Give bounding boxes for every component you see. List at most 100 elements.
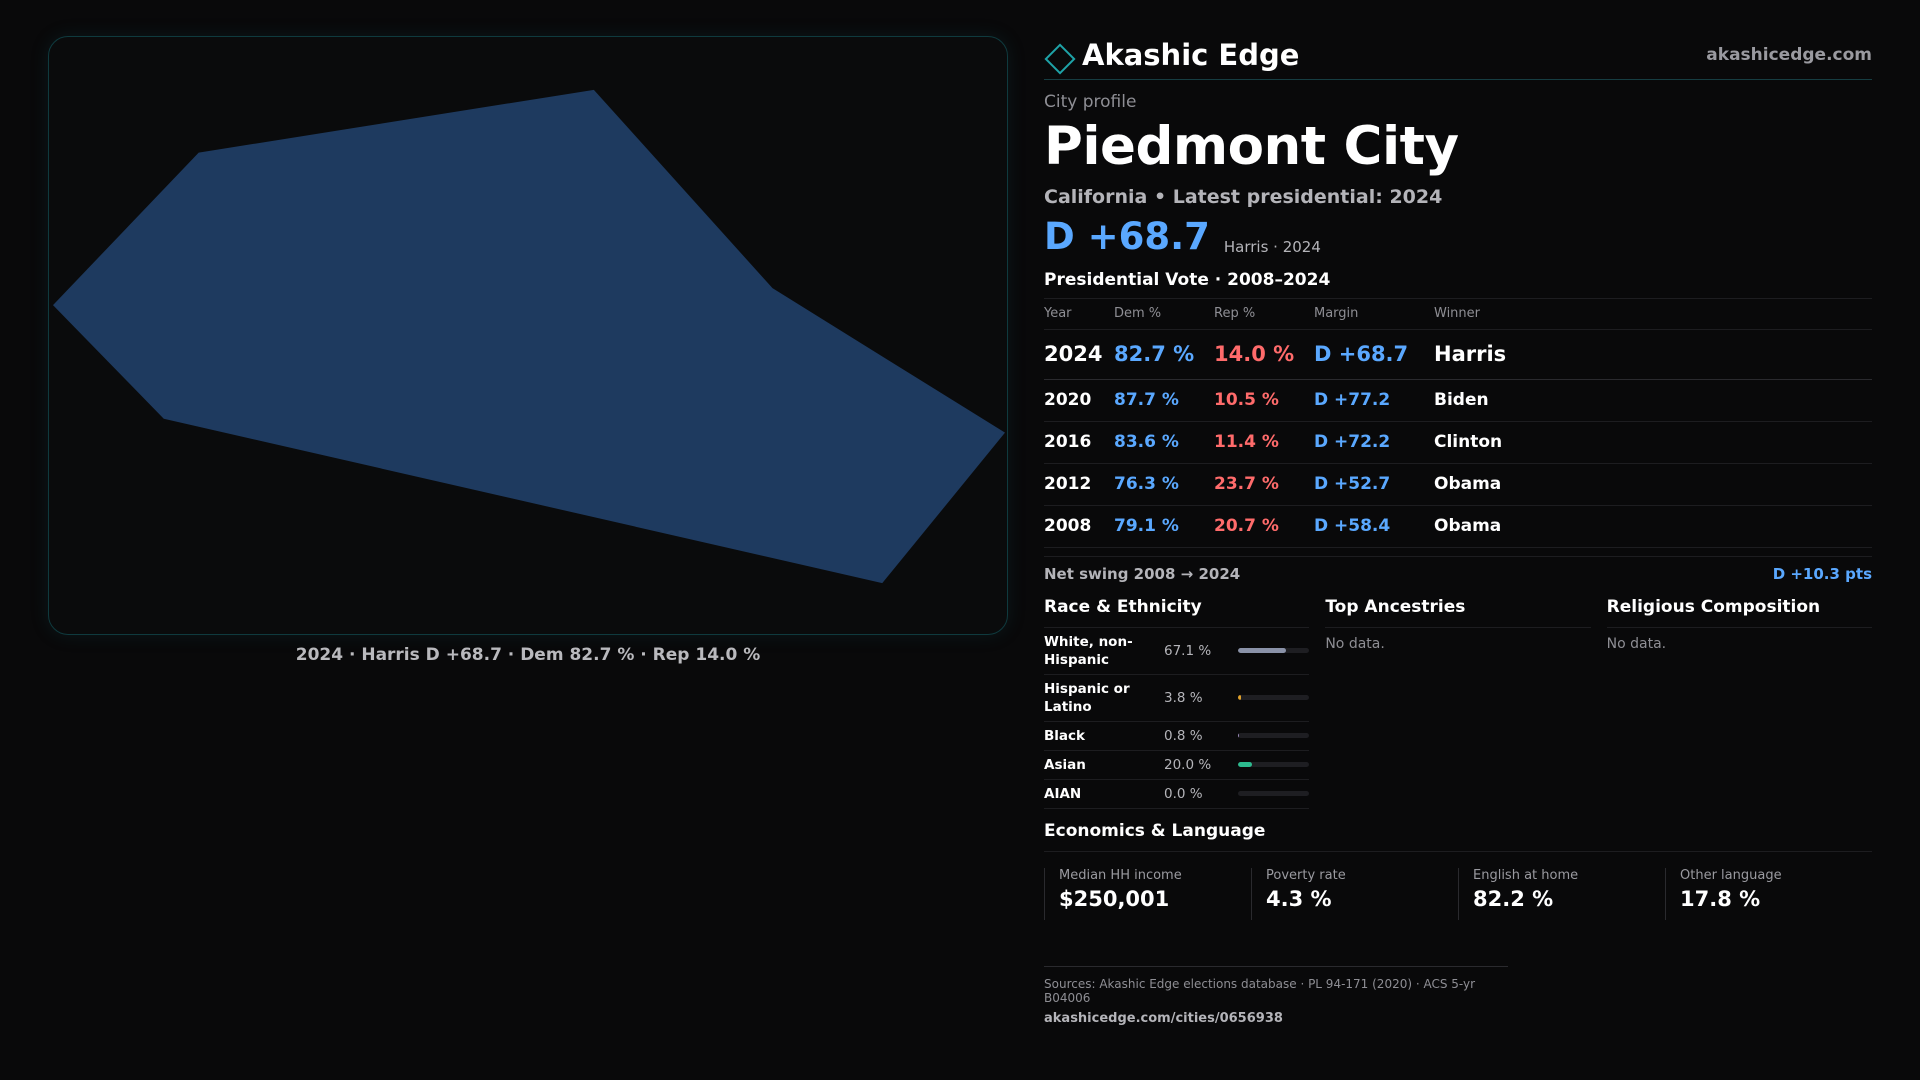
row-year: 2024 xyxy=(1044,329,1114,380)
profile-panel: Akashic Edge akashicedge.com City profil… xyxy=(1044,30,1872,1026)
row-rep: 10.5 % xyxy=(1214,379,1314,422)
permalink[interactable]: akashicedge.com/cities/0656938 xyxy=(1044,1010,1283,1026)
city-boundary-map[interactable] xyxy=(48,36,1008,635)
page-footer: Sources: Akashic Edge elections database… xyxy=(1044,965,1508,1026)
race-row: Hispanic or Latino 3.8 % xyxy=(1044,675,1310,722)
map-caption: 2024 · Harris D +68.7 · Dem 82.7 % · Rep… xyxy=(295,645,761,665)
stat-label: Poverty rate xyxy=(1266,867,1346,883)
stat-poverty-rate: Poverty rate 4.3 % xyxy=(1251,867,1458,920)
race-bar-track xyxy=(1238,762,1310,767)
vote-table-header: Year Dem % Rep % Margin Winner xyxy=(1044,299,1872,330)
stat-label: Median HH income xyxy=(1059,867,1182,883)
race-percent: 20.0 % xyxy=(1164,756,1212,773)
net-swing-label: Net swing 2008 → 2024 xyxy=(1044,564,1241,583)
race-bar-track xyxy=(1238,733,1310,738)
stat-value: 82.2 % xyxy=(1473,886,1554,911)
race-label: Black xyxy=(1044,727,1086,744)
row-year: 2020 xyxy=(1044,379,1114,422)
race-bar-fill xyxy=(1238,762,1253,767)
row-winner: Obama xyxy=(1434,505,1872,548)
row-rep: 23.7 % xyxy=(1214,463,1314,506)
race-bar-fill xyxy=(1238,695,1241,700)
religion-empty: No data. xyxy=(1606,635,1667,652)
table-row: 2024 82.7 % 14.0 % D +68.7 Harris xyxy=(1044,329,1872,380)
row-margin: D +58.4 xyxy=(1314,505,1434,548)
row-winner: Clinton xyxy=(1434,421,1872,464)
economics-grid: Median HH income $250,001 Poverty rate 4… xyxy=(1044,867,1872,920)
row-dem: 83.6 % xyxy=(1114,421,1214,464)
row-year: 2008 xyxy=(1044,505,1114,548)
stat-value: 17.8 % xyxy=(1680,886,1761,911)
net-swing-value: D +10.3 pts xyxy=(1772,564,1872,583)
race-row: White, non-Hispanic 67.1 % xyxy=(1044,628,1310,675)
row-dem: 87.7 % xyxy=(1114,379,1214,422)
stat-value: 4.3 % xyxy=(1266,886,1332,911)
race-row: AIAN 0.0 % xyxy=(1044,780,1310,809)
net-swing: Net swing 2008 → 2024 D +10.3 pts xyxy=(1044,555,1872,583)
row-dem: 79.1 % xyxy=(1114,505,1214,548)
race-percent: 0.8 % xyxy=(1164,727,1203,744)
demographics-columns: Race & Ethnicity White, non-Hispanic 67.1… xyxy=(1044,597,1872,809)
brand-name: Akashic Edge xyxy=(1082,37,1300,72)
city-boundary-shape[interactable] xyxy=(52,89,1006,584)
row-dem: 76.3 % xyxy=(1114,463,1214,506)
header-dem: Dem % xyxy=(1114,299,1214,330)
ancestries-empty: No data. xyxy=(1325,635,1385,652)
stat-median-income: Median HH income $250,001 xyxy=(1044,867,1251,920)
page-subtitle: California • Latest presidential: 2024 xyxy=(1044,186,1443,208)
stat-label: English at home xyxy=(1473,867,1579,883)
race-label: AIAN xyxy=(1044,785,1082,802)
race-percent: 3.8 % xyxy=(1164,689,1203,706)
stat-other-language: Other language 17.8 % xyxy=(1665,867,1872,920)
page-title: Piedmont City xyxy=(1044,116,1459,177)
row-dem: 82.7 % xyxy=(1114,329,1214,380)
economics-title: Economics & Language xyxy=(1044,821,1872,852)
site-link[interactable]: akashicedge.com xyxy=(1706,44,1872,65)
row-year: 2016 xyxy=(1044,421,1114,464)
race-label: Hispanic or Latino xyxy=(1044,680,1130,715)
header-margin: Margin xyxy=(1314,299,1434,330)
race-label: White, non-Hispanic xyxy=(1044,633,1133,668)
brand[interactable]: Akashic Edge xyxy=(1044,38,1299,72)
header-rep: Rep % xyxy=(1214,299,1314,330)
race-bar-track xyxy=(1238,695,1310,700)
diamond-icon xyxy=(1044,41,1072,69)
race-label: Asian xyxy=(1044,756,1086,773)
race-row: Asian 20.0 % xyxy=(1044,751,1310,780)
race-bar-fill xyxy=(1238,648,1286,653)
profile-eyebrow: City profile xyxy=(1044,92,1137,112)
race-list: White, non-Hispanic 67.1 % Hispanic or Lat… xyxy=(1044,628,1310,809)
race-percent: 0.0 % xyxy=(1164,785,1203,802)
map-canvas xyxy=(52,89,1006,584)
headline-note: Harris · 2024 xyxy=(1223,238,1321,256)
row-winner: Biden xyxy=(1434,379,1872,422)
row-year: 2012 xyxy=(1044,463,1114,506)
row-rep: 11.4 % xyxy=(1214,421,1314,464)
header-winner: Winner xyxy=(1434,299,1872,330)
table-row: 2020 87.7 % 10.5 % D +77.2 Biden xyxy=(1044,379,1872,422)
site-header: Akashic Edge akashicedge.com xyxy=(1044,30,1872,80)
race-ethnicity-section: Race & Ethnicity White, non-Hispanic 67.1… xyxy=(1044,597,1310,809)
row-rep: 14.0 % xyxy=(1214,329,1314,380)
race-section-title: Race & Ethnicity xyxy=(1044,597,1310,628)
table-row: 2016 83.6 % 11.4 % D +72.2 Clinton xyxy=(1044,421,1872,464)
ancestries-section: Top Ancestries No data. xyxy=(1325,597,1591,809)
row-margin: D +72.2 xyxy=(1314,421,1434,464)
row-margin: D +77.2 xyxy=(1314,379,1434,422)
religion-title: Religious Composition xyxy=(1606,597,1872,628)
vote-table: Year Dem % Rep % Margin Winner 2024 82.7… xyxy=(1044,299,1872,548)
table-row: 2012 76.3 % 23.7 % D +52.7 Obama xyxy=(1044,463,1872,506)
row-winner: Harris xyxy=(1434,329,1872,380)
sources-note: Sources: Akashic Edge elections database… xyxy=(1044,976,1476,1005)
row-rep: 20.7 % xyxy=(1214,505,1314,548)
vote-section-title: Presidential Vote · 2008–2024 xyxy=(1044,270,1872,299)
race-row: Black 0.8 % xyxy=(1044,722,1310,751)
row-margin: D +52.7 xyxy=(1314,463,1434,506)
table-row: 2008 79.1 % 20.7 % D +58.4 Obama xyxy=(1044,505,1872,548)
race-bar-fill xyxy=(1238,733,1240,738)
race-bar-track xyxy=(1238,791,1310,796)
stat-label: Other language xyxy=(1680,867,1782,883)
stat-value: $250,001 xyxy=(1059,886,1170,911)
race-percent: 67.1 % xyxy=(1164,642,1212,659)
race-bar-track xyxy=(1238,648,1310,653)
